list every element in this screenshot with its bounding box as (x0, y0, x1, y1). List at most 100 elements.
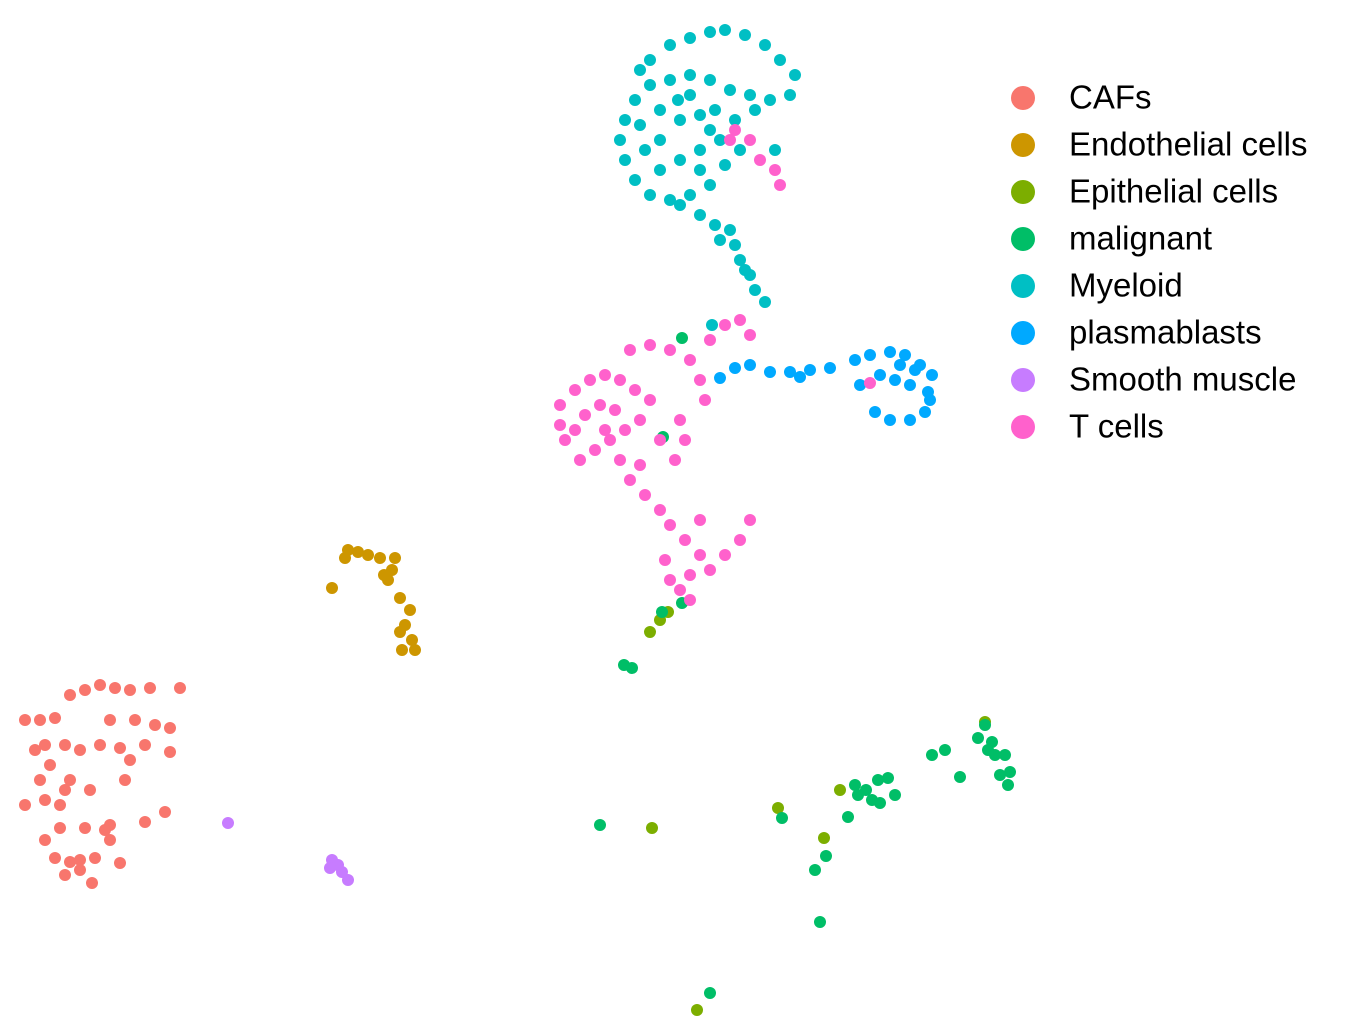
point (926, 369, 938, 381)
point (589, 444, 601, 456)
point (29, 744, 41, 756)
legend-label: CAFs (1069, 79, 1152, 116)
point (674, 414, 686, 426)
point (894, 359, 906, 371)
point (79, 822, 91, 834)
point (594, 819, 606, 831)
point (849, 779, 861, 791)
point (634, 64, 646, 76)
point (639, 489, 651, 501)
point (664, 194, 676, 206)
point (704, 124, 716, 136)
point (919, 406, 931, 418)
point (874, 369, 886, 381)
point (854, 379, 866, 391)
point (94, 739, 106, 751)
point (404, 604, 416, 616)
point (664, 574, 676, 586)
point (744, 329, 756, 341)
point (394, 592, 406, 604)
point (874, 797, 886, 809)
point (59, 784, 71, 796)
point (609, 404, 621, 416)
point (614, 374, 626, 386)
point (114, 742, 126, 754)
point (604, 434, 616, 446)
point (694, 164, 706, 176)
point (719, 24, 731, 36)
point (664, 74, 676, 86)
point (789, 69, 801, 81)
point (999, 749, 1011, 761)
point (774, 179, 786, 191)
point (744, 134, 756, 146)
point (694, 514, 706, 526)
point (769, 164, 781, 176)
point (149, 719, 161, 731)
point (714, 372, 726, 384)
point (842, 811, 854, 823)
point (834, 784, 846, 796)
point (691, 1004, 703, 1016)
point (714, 234, 726, 246)
point (729, 114, 741, 126)
point (804, 364, 816, 376)
point (776, 812, 788, 824)
point (619, 114, 631, 126)
point (124, 754, 136, 766)
point (684, 69, 696, 81)
point (674, 114, 686, 126)
legend-key (1011, 227, 1035, 251)
point (554, 399, 566, 411)
point (794, 371, 806, 383)
point (674, 154, 686, 166)
point (644, 189, 656, 201)
point (709, 219, 721, 231)
point (694, 549, 706, 561)
point (684, 569, 696, 581)
point (904, 414, 916, 426)
point (684, 189, 696, 201)
point (64, 856, 76, 868)
point (1002, 779, 1014, 791)
point (599, 424, 611, 436)
point (629, 384, 641, 396)
point (656, 606, 668, 618)
point (749, 104, 761, 116)
point (634, 459, 646, 471)
point (409, 644, 421, 656)
point (124, 684, 136, 696)
legend-key (1011, 180, 1035, 204)
point (569, 424, 581, 436)
point (784, 89, 796, 101)
legend-label: plasmablasts (1069, 314, 1262, 351)
point (679, 434, 691, 446)
point (144, 682, 156, 694)
point (1004, 766, 1016, 778)
point (994, 769, 1006, 781)
legend-key (1011, 368, 1035, 392)
point (664, 39, 676, 51)
point (119, 774, 131, 786)
point (672, 94, 684, 106)
point (759, 296, 771, 308)
point (719, 159, 731, 171)
point (614, 134, 626, 146)
point (759, 39, 771, 51)
point (378, 569, 390, 581)
point (626, 662, 638, 674)
point (704, 74, 716, 86)
point (724, 224, 736, 236)
point (714, 134, 726, 146)
point (579, 409, 591, 421)
point (704, 179, 716, 191)
point (818, 832, 830, 844)
legend-label: Myeloid (1069, 267, 1183, 304)
point (599, 369, 611, 381)
point (624, 344, 636, 356)
point (972, 732, 984, 744)
point (904, 379, 916, 391)
point (164, 746, 176, 758)
point (54, 799, 66, 811)
